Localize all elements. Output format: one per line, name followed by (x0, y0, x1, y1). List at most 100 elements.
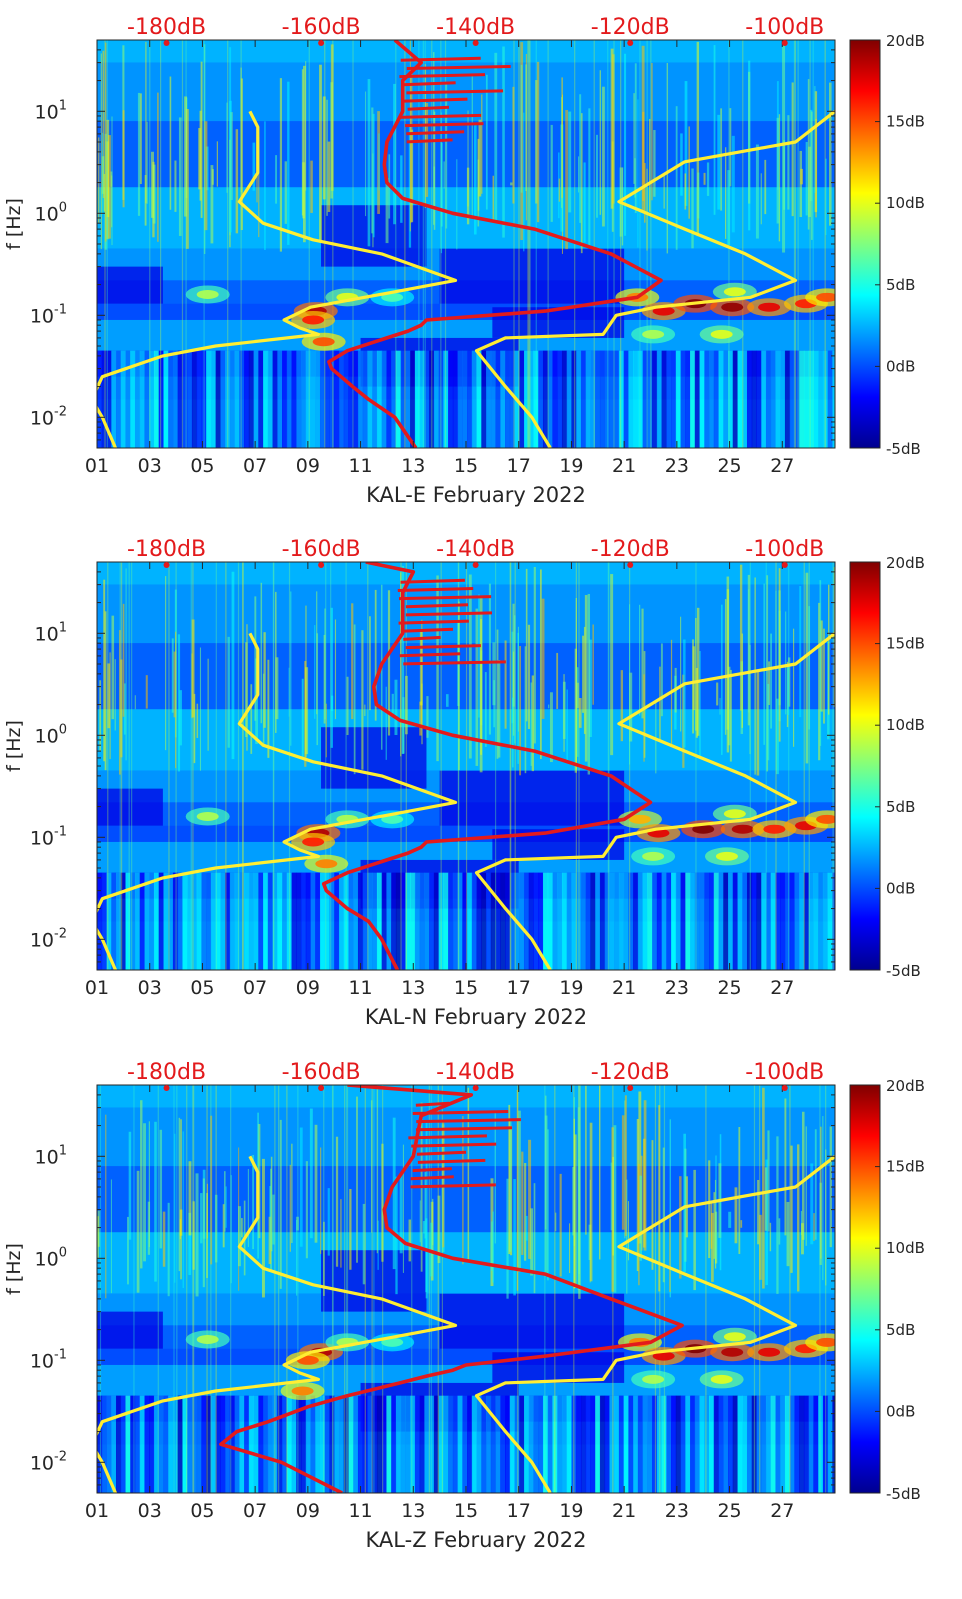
heatmap-streak (639, 1175, 642, 1261)
median-psd-spike (407, 105, 450, 111)
heatmap-streak-full (210, 1085, 212, 1493)
heatmap-streak (684, 173, 687, 210)
heatmap-streak (144, 175, 147, 226)
heatmap-lowfreq-column (533, 1395, 539, 1493)
heatmap-streak (323, 1221, 325, 1296)
y-tick-label: 101 (35, 1143, 67, 1168)
heatmap-streak (805, 141, 808, 216)
heatmap-lowfreq-column (505, 350, 511, 448)
heatmap-lowfreq-column (343, 872, 349, 970)
heatmap-streak (548, 704, 550, 709)
heatmap-streak (726, 576, 730, 730)
heatmap-lowfreq-column (362, 1395, 368, 1493)
heatmap-lowfreq-column (718, 1395, 724, 1493)
heatmap-streak (558, 178, 561, 202)
heatmap-lowfreq-column (329, 1395, 335, 1493)
median-psd-spike (415, 1126, 513, 1132)
heatmap-streak-full (494, 562, 497, 970)
heatmap-streak (462, 1116, 464, 1265)
colorbar (849, 561, 881, 971)
heatmap-lowfreq-column (452, 350, 459, 448)
heatmap-band (97, 643, 835, 710)
heatmap-streak (100, 53, 102, 250)
heatmap-streak-full (529, 40, 531, 448)
db-axis-label: -120dB (591, 1060, 670, 1085)
median-psd-spike (412, 1109, 509, 1115)
heatmap-streak (491, 1221, 493, 1272)
heatmap-streak (425, 102, 429, 197)
heatmap-lowfreq-column (528, 350, 534, 448)
heatmap-streak (813, 1213, 815, 1241)
heatmap-lowfreq-column (746, 350, 753, 448)
heatmap-streak (145, 41, 147, 204)
median-psd-spike (406, 138, 453, 144)
heatmap-lowfreq-column (509, 1395, 515, 1493)
heatmap-lowfreq-column (633, 350, 639, 448)
heatmap-streak (165, 576, 167, 751)
heatmap-streak (367, 79, 371, 247)
heatmap-lowfreq-column (201, 872, 207, 970)
heatmap-streak-full (457, 562, 459, 970)
heatmap-lowfreq-column (467, 872, 473, 970)
heatmap-streak-full (514, 562, 516, 970)
heatmap-lowfreq-column (727, 350, 734, 448)
heatmap-streak (210, 1115, 213, 1265)
heatmap-lowfreq-column (338, 1395, 345, 1493)
heatmap-lowfreq-column (803, 1395, 810, 1493)
heatmap-streak (179, 1219, 181, 1240)
heatmap-hotspot (628, 814, 651, 824)
heatmap-streak-full (765, 562, 767, 970)
heatmap-lowfreq-column (282, 1395, 288, 1493)
x-tick-label: 13 (401, 455, 425, 477)
heatmap-streak (174, 160, 177, 212)
heatmap-lowfreq-column (381, 1395, 387, 1493)
x-tick-label: 27 (770, 977, 794, 999)
heatmap-streak (314, 1124, 318, 1243)
heatmap-lowfreq-column (490, 872, 497, 970)
heatmap-streak (371, 107, 374, 234)
heatmap-lowfreq-column (699, 1395, 705, 1493)
y-tick-base: 10 (30, 827, 54, 849)
heatmap-streak (279, 1119, 282, 1289)
heatmap-streak-full (728, 40, 730, 448)
heatmap-lowfreq-column (637, 872, 644, 970)
heatmap-streak (521, 1151, 524, 1255)
heatmap-streak (636, 1118, 639, 1272)
heatmap-streak-full (465, 562, 468, 970)
heatmap-lowfreq-column (267, 872, 274, 970)
heatmap-streak (819, 1182, 822, 1265)
y-tick-label: 10-1 (30, 302, 67, 327)
heatmap-streak (693, 1169, 696, 1291)
heatmap-lowfreq-column (206, 872, 212, 970)
heatmap-streak-full (149, 40, 151, 448)
x-tick-label: 23 (665, 1500, 689, 1522)
heatmap-lowfreq-column (310, 1395, 316, 1493)
heatmap-streak (559, 1173, 562, 1277)
heatmap-lowfreq-column (495, 350, 501, 448)
heatmap-streak (646, 168, 648, 251)
heatmap-streak (517, 1110, 521, 1273)
heatmap-streak (361, 630, 364, 770)
heatmap-lowfreq-column (481, 872, 487, 970)
x-tick-label: 01 (85, 1500, 109, 1522)
heatmap-streak (765, 1159, 768, 1286)
heatmap-lowfreq-column (229, 350, 236, 448)
heatmap-lowfreq-column (448, 872, 454, 970)
heatmap-streak (118, 630, 121, 775)
heatmap-streak (400, 572, 402, 757)
heatmap-lowfreq-column (310, 872, 316, 970)
heatmap-lowfreq-column (263, 350, 269, 448)
heatmap-streak (351, 603, 354, 720)
heatmap-lowfreq-column (614, 350, 620, 448)
heatmap-hotspot (381, 1337, 404, 1347)
heatmap-streak (818, 602, 821, 761)
x-tick-label: 03 (138, 455, 162, 477)
heatmap-lowfreq-column (182, 872, 188, 970)
heatmap-lowfreq-column (775, 1395, 781, 1493)
heatmap-lowfreq-column (647, 872, 653, 970)
heatmap-lowfreq-column (386, 1395, 392, 1493)
heatmap-lowfreq-column (538, 1395, 544, 1493)
heatmap-lowfreq-column (585, 1395, 591, 1493)
heatmap-lowfreq-column (742, 1395, 748, 1493)
heatmap-streak (764, 159, 767, 215)
